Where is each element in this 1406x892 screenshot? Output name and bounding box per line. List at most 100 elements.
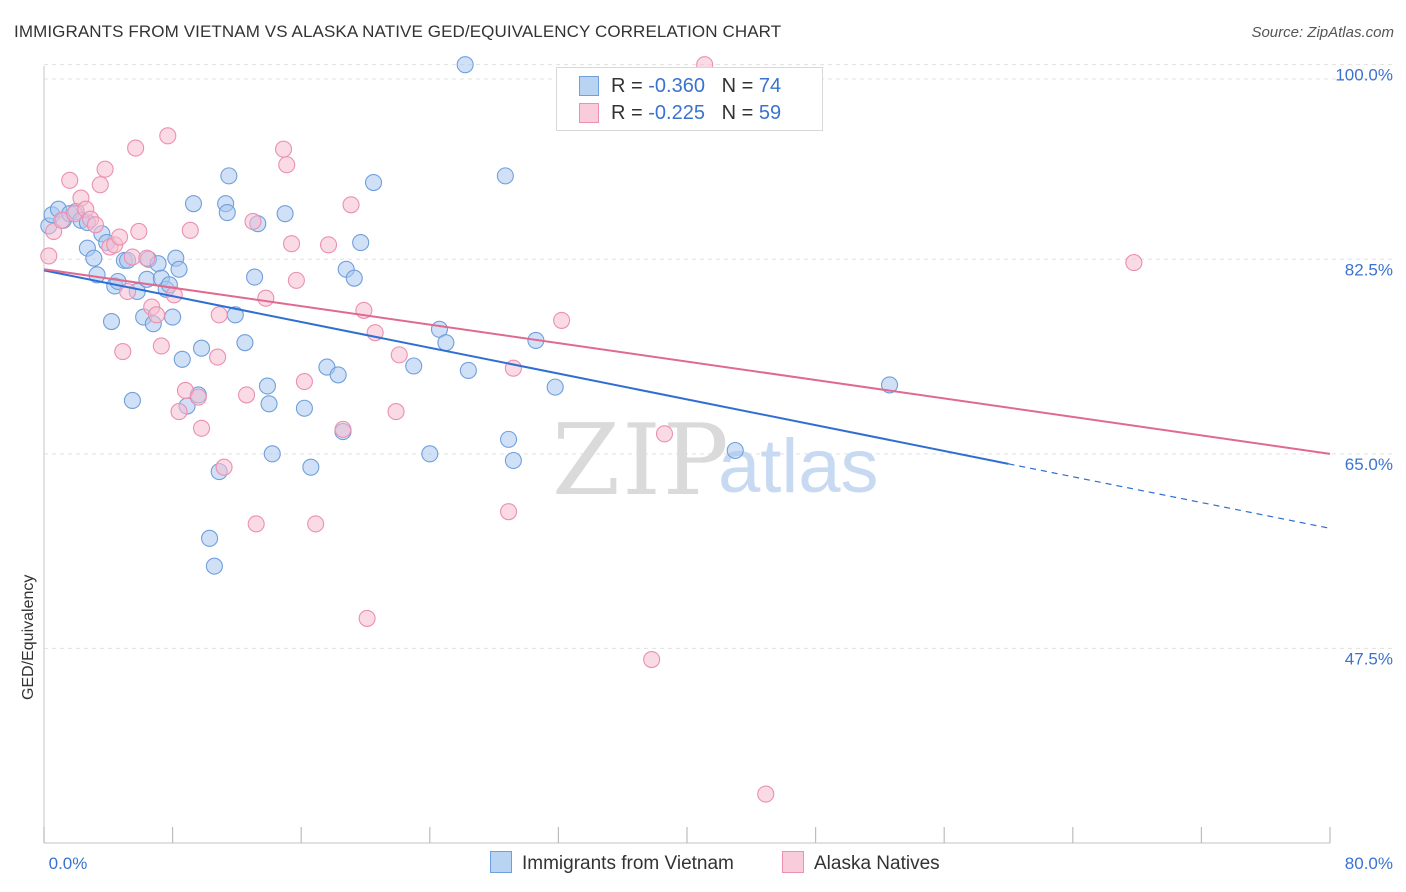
vietnam-point [437, 334, 455, 352]
alaska-point [147, 306, 166, 324]
alaska-point [152, 337, 170, 355]
alaska-point [295, 373, 313, 391]
vietnam-point [880, 376, 899, 394]
alaska-point [127, 139, 145, 157]
vietnam-trend-extension [1008, 463, 1331, 529]
legend-n-label: N = [721, 75, 759, 97]
bottom-legend-label-vietnam: Immigrants from Vietnam [522, 853, 734, 875]
vietnam-point [263, 445, 281, 463]
alaska-point [757, 785, 775, 803]
vietnam-point [276, 205, 294, 223]
alaska-point [334, 420, 352, 438]
vietnam-point [726, 441, 744, 460]
vietnam-point [295, 399, 313, 417]
y-axis-label: GED/Equivalency [20, 574, 37, 700]
alaska-point [307, 515, 325, 533]
vietnam-point [546, 378, 564, 396]
alaska-trend-line [43, 268, 1331, 455]
vietnam-point [258, 377, 276, 395]
vietnam-point [459, 361, 477, 379]
vietnam-trend-line [43, 269, 1009, 465]
data-points [40, 56, 1143, 803]
alaska-point [237, 386, 256, 404]
vietnam-point [364, 173, 383, 192]
alaska-point [283, 235, 301, 253]
alaska-point [390, 346, 408, 364]
alaska-point [500, 503, 518, 521]
alaska-point [215, 458, 233, 476]
vietnam-point [302, 458, 320, 476]
alaska-point [170, 403, 188, 421]
alaska-point [114, 342, 132, 361]
alaska-point [209, 348, 227, 366]
vietnam-point [246, 268, 264, 286]
vietnam-point [504, 451, 522, 470]
legend-n-value: 74 [758, 75, 782, 97]
vietnam-point [164, 308, 182, 326]
vietnam-point [170, 260, 188, 278]
legend-r-label: R = [611, 75, 649, 97]
alaska-point [159, 127, 177, 145]
vietnam-point [201, 529, 219, 547]
vietnam-point [421, 445, 439, 463]
y-tick-label: 82.5% [1345, 260, 1393, 279]
vietnam-point [184, 195, 203, 213]
alaska-point [138, 249, 156, 267]
legend-r-label: R = [611, 102, 649, 124]
vietnam-point [260, 395, 278, 413]
vietnam-point [123, 391, 141, 410]
alaska-point [655, 425, 674, 443]
vietnam-point [220, 167, 238, 185]
vietnam-point [218, 204, 236, 222]
bottom-legend-label-alaska: Alaska Natives [814, 853, 940, 875]
source-label: Source: ZipAtlas.com [1251, 24, 1394, 41]
bottom-legend-alaska: Alaska Natives [782, 851, 940, 875]
alaska-point [244, 212, 262, 231]
y-tick-label: 47.5% [1345, 649, 1393, 668]
trend-lines [43, 268, 1331, 529]
alaska-point [319, 236, 338, 254]
bottom-legend-vietnam: Immigrants from Vietnam [490, 851, 734, 875]
alaska-point [210, 306, 228, 324]
x-tick-label: 0.0% [49, 854, 88, 873]
watermark-atlas: atlas [718, 424, 879, 509]
legend-r-value: -0.225 [648, 102, 705, 124]
alaska-point [287, 271, 305, 289]
alaska-point [192, 419, 211, 437]
alaska-point [61, 171, 79, 189]
y-tick-label: 100.0% [1335, 66, 1393, 85]
legend-r-value: -0.360 [648, 75, 705, 97]
alaska-point [189, 388, 207, 406]
vietnam-point [102, 312, 121, 331]
watermark-zip: ZIP [552, 404, 731, 518]
alaska-point [387, 403, 405, 421]
alaska-point [247, 515, 265, 533]
alaska-point [358, 609, 376, 627]
vietnam-point [500, 430, 518, 448]
vietnam-point [205, 557, 223, 575]
vietnam-point [352, 234, 370, 252]
alaska-point [643, 650, 661, 669]
legend-n-value: 59 [758, 102, 782, 124]
vietnam-point [173, 350, 191, 368]
legend-swatch-vietnam [579, 76, 599, 96]
vietnam-point [345, 269, 363, 287]
grid-lines [44, 64, 1392, 649]
alaska-point [111, 228, 129, 246]
alaska-point [257, 289, 275, 307]
vietnam-point [329, 366, 347, 384]
bottom-legend-swatch-vietnam [490, 851, 512, 873]
alaska-point [274, 140, 293, 158]
alaska-point [123, 248, 141, 266]
alaska-point [130, 222, 148, 241]
vietnam-point [192, 339, 211, 357]
alaska-point [96, 160, 114, 178]
alaska-point [181, 221, 199, 239]
vietnam-point [236, 334, 254, 352]
y-tick-label: 65.0% [1345, 455, 1393, 474]
alaska-point [553, 311, 571, 329]
alaska-point [342, 196, 360, 214]
tick-labels: 100.0% 82.5% 65.0% 47.5% 0.0% 80.0% [49, 66, 1393, 873]
alaska-point [1125, 254, 1143, 272]
x-tick-label: 80.0% [1345, 854, 1393, 873]
